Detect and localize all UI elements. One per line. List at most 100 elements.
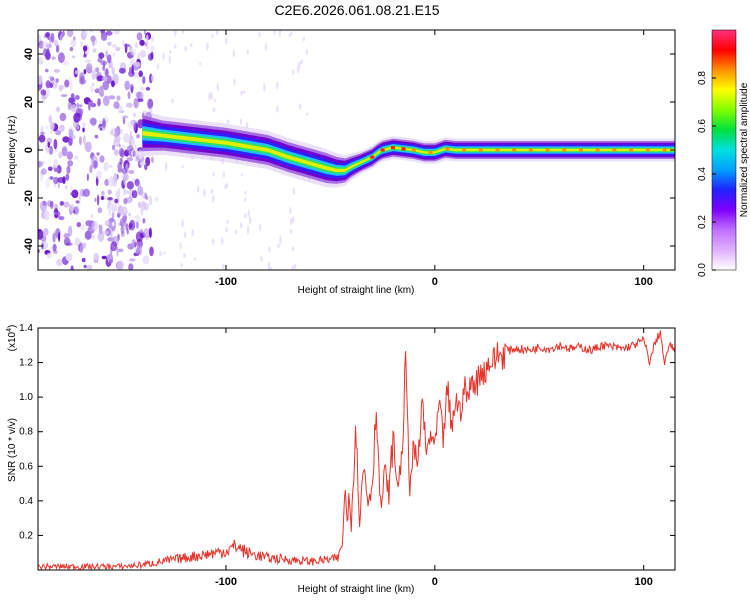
noise-speckle bbox=[180, 263, 183, 268]
noise-speckle bbox=[244, 197, 247, 203]
noise-speckle bbox=[148, 195, 153, 207]
ridge-peak bbox=[445, 147, 450, 151]
noise-speckle bbox=[162, 52, 165, 61]
noise-speckle bbox=[199, 62, 202, 66]
noise-speckle bbox=[65, 242, 73, 246]
noise-speckle bbox=[53, 69, 61, 73]
noise-speckle bbox=[117, 248, 124, 253]
x-tick-label: -100 bbox=[215, 576, 237, 588]
noise-speckle bbox=[70, 39, 77, 48]
noise-speckle bbox=[89, 165, 93, 174]
noise-speckle bbox=[210, 188, 213, 195]
noise-speckle bbox=[114, 219, 117, 229]
noise-speckle bbox=[296, 65, 300, 74]
colorbar-tick-label: 0.0 bbox=[697, 263, 708, 277]
noise-speckle bbox=[102, 118, 106, 129]
noise-speckle bbox=[268, 246, 271, 253]
noise-speckle bbox=[84, 141, 92, 153]
noise-speckle bbox=[240, 173, 244, 177]
noise-speckle bbox=[81, 257, 86, 263]
noise-speckle bbox=[111, 225, 116, 232]
noise-speckle bbox=[91, 220, 98, 232]
noise-speckle bbox=[246, 49, 249, 55]
snr-y-multiplier-exp: 4 bbox=[6, 328, 13, 332]
noise-speckle bbox=[142, 218, 146, 224]
noise-speckle bbox=[291, 246, 295, 252]
noise-speckle bbox=[225, 37, 228, 45]
noise-speckle bbox=[107, 197, 113, 201]
noise-speckle bbox=[150, 45, 155, 51]
noise-speckle bbox=[75, 108, 83, 118]
noise-speckle bbox=[85, 220, 92, 227]
noise-speckle bbox=[264, 42, 268, 52]
noise-speckle bbox=[226, 119, 230, 124]
noise-speckle bbox=[130, 49, 137, 56]
y-tick-label: 20 bbox=[23, 96, 35, 108]
y-tick-label: 0.8 bbox=[19, 427, 33, 438]
noise-speckle bbox=[96, 170, 103, 180]
noise-speckle bbox=[139, 229, 144, 234]
noise-speckle bbox=[65, 253, 73, 262]
noise-speckle bbox=[234, 229, 238, 235]
noise-speckle bbox=[142, 76, 146, 85]
noise-speckle bbox=[115, 46, 121, 52]
noise-speckle bbox=[91, 235, 95, 240]
noise-speckle bbox=[96, 75, 104, 82]
noise-speckle bbox=[190, 43, 193, 48]
noise-speckle bbox=[247, 209, 250, 218]
noise-speckle bbox=[210, 91, 213, 100]
noise-speckle bbox=[144, 192, 148, 199]
noise-speckle bbox=[54, 211, 61, 218]
noise-speckle bbox=[193, 257, 197, 261]
noise-speckle bbox=[212, 172, 215, 177]
noise-speckle bbox=[184, 231, 187, 239]
noise-speckle bbox=[151, 156, 154, 164]
colorbar-gradient bbox=[712, 30, 736, 270]
noise-speckle bbox=[133, 122, 137, 132]
noise-speckle bbox=[136, 32, 143, 41]
noise-speckle bbox=[171, 98, 174, 104]
noise-speckle bbox=[120, 231, 125, 238]
colorbar-tick-label: 0.6 bbox=[697, 119, 708, 133]
noise-speckle bbox=[122, 133, 130, 143]
colorbar-frame bbox=[711, 29, 737, 271]
noise-speckle bbox=[100, 30, 105, 34]
noise-speckle bbox=[259, 223, 262, 232]
noise-speckle bbox=[136, 133, 140, 139]
noise-speckle bbox=[129, 258, 136, 262]
noise-speckle bbox=[45, 68, 49, 73]
noise-speckle bbox=[101, 75, 109, 82]
noise-speckle bbox=[97, 231, 105, 242]
noise-speckle bbox=[131, 64, 134, 75]
noise-speckle bbox=[244, 191, 247, 195]
noise-speckle bbox=[181, 30, 185, 34]
x-tick-label: 0 bbox=[432, 276, 438, 288]
noise-speckle bbox=[41, 168, 47, 175]
noise-speckle bbox=[267, 261, 271, 270]
noise-speckle bbox=[102, 231, 110, 235]
noise-speckle bbox=[216, 82, 219, 91]
noise-speckle bbox=[134, 241, 137, 248]
noise-speckle bbox=[38, 56, 43, 65]
noise-speckle bbox=[40, 89, 47, 96]
snr-panel: -100 0 100 0.2 0.4 0.6 0.8 1.0 1.2 1.4 Height of… bbox=[6, 323, 676, 595]
noise-speckle bbox=[98, 120, 103, 125]
noise-speckle bbox=[42, 200, 47, 206]
noise-speckle bbox=[80, 41, 83, 47]
noise-speckle bbox=[116, 260, 124, 270]
noise-speckle bbox=[73, 155, 79, 161]
ridge-peak bbox=[380, 148, 385, 152]
colorbar-tick-label: 0.4 bbox=[697, 167, 708, 181]
noise-speckle bbox=[117, 161, 123, 172]
noise-speckle bbox=[94, 134, 99, 139]
noise-speckle bbox=[108, 164, 113, 168]
colorbar-ticks: 0.0 0.2 0.4 0.6 0.8 bbox=[697, 71, 716, 277]
noise-speckle bbox=[292, 216, 295, 224]
noise-speckle bbox=[45, 125, 49, 130]
noise-speckle bbox=[113, 149, 119, 156]
noise-speckle bbox=[222, 172, 225, 178]
noise-speckle bbox=[232, 49, 235, 58]
noise-speckle bbox=[225, 227, 228, 233]
noise-speckle bbox=[125, 102, 133, 108]
noise-speckle bbox=[242, 90, 246, 94]
